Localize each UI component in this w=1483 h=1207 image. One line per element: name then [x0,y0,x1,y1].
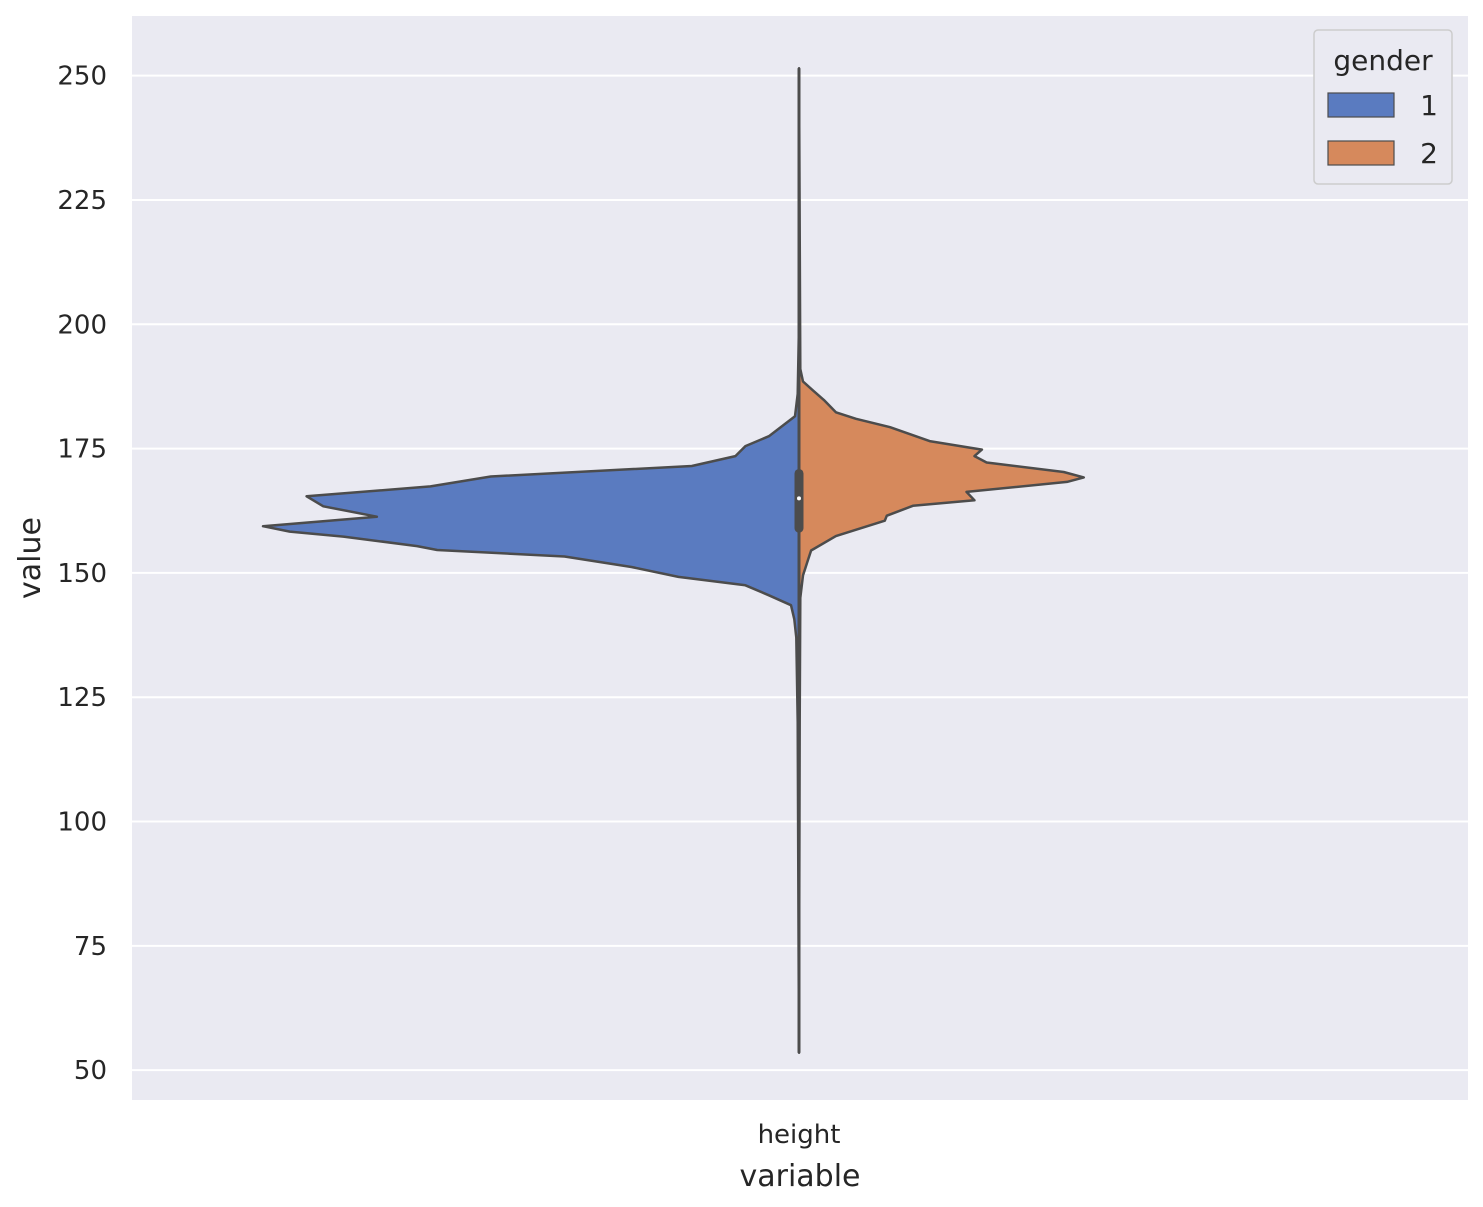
violin-half-gender-1 [261,323,801,1055]
legend-title: gender [1333,44,1433,77]
y-tick-label: 50 [74,1056,107,1086]
y-tick-labels: 50 75 100 125 150 175 200 225 250 [57,62,107,1086]
median-dot [797,496,801,501]
y-tick-label: 125 [57,683,107,713]
violin-half-gender-2 [797,66,1086,1007]
x-axis-label: variable [739,1159,860,1194]
x-tick-labels: height [758,1120,841,1150]
y-tick-label: 150 [57,559,107,589]
y-tick-label: 225 [57,186,107,216]
x-tick-label: height [758,1120,841,1150]
legend-label: 1 [1420,89,1438,122]
legend-swatch [1327,140,1395,166]
legend-label: 2 [1420,137,1438,170]
y-tick-label: 200 [57,310,107,340]
y-tick-label: 250 [57,62,107,92]
inner-box [794,68,804,1053]
y-tick-label: 175 [57,435,107,465]
y-axis-label: value [13,517,48,599]
legend: gender 1 2 [1313,29,1453,185]
y-tick-label: 75 [74,932,107,962]
y-tick-label: 100 [57,808,107,838]
legend-swatch [1327,92,1395,118]
violin-bodies [261,66,1086,1055]
